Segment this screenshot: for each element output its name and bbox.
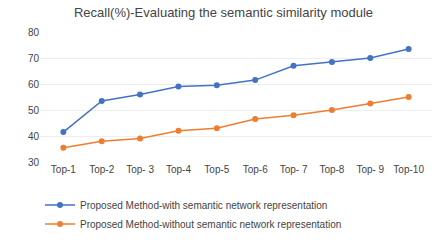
svg-text:60: 60 xyxy=(28,79,40,90)
svg-text:Top-8: Top-8 xyxy=(319,164,344,175)
svg-text:Top- 7: Top- 7 xyxy=(280,164,308,175)
svg-text:Top-1: Top-1 xyxy=(51,164,76,175)
svg-text:30: 30 xyxy=(28,157,40,168)
svg-text:Top-6: Top-6 xyxy=(243,164,268,175)
svg-text:Top-10: Top-10 xyxy=(393,164,424,175)
svg-text:Proposed Method-without semant: Proposed Method-without semantic network… xyxy=(80,219,341,230)
svg-text:Top-5: Top-5 xyxy=(204,164,229,175)
svg-text:Recall(%)-Evaluating the seman: Recall(%)-Evaluating the semantic simila… xyxy=(74,5,373,20)
svg-text:40: 40 xyxy=(28,131,40,142)
svg-text:70: 70 xyxy=(28,53,40,64)
svg-text:Top-2: Top-2 xyxy=(89,164,114,175)
svg-text:80: 80 xyxy=(28,27,40,38)
svg-text:Top- 9: Top- 9 xyxy=(356,164,384,175)
svg-text:50: 50 xyxy=(28,105,40,116)
svg-text:Top- 3: Top- 3 xyxy=(126,164,154,175)
svg-text:Proposed Method-with semantic: Proposed Method-with semantic network re… xyxy=(80,200,327,211)
svg-text:Top-4: Top-4 xyxy=(166,164,191,175)
